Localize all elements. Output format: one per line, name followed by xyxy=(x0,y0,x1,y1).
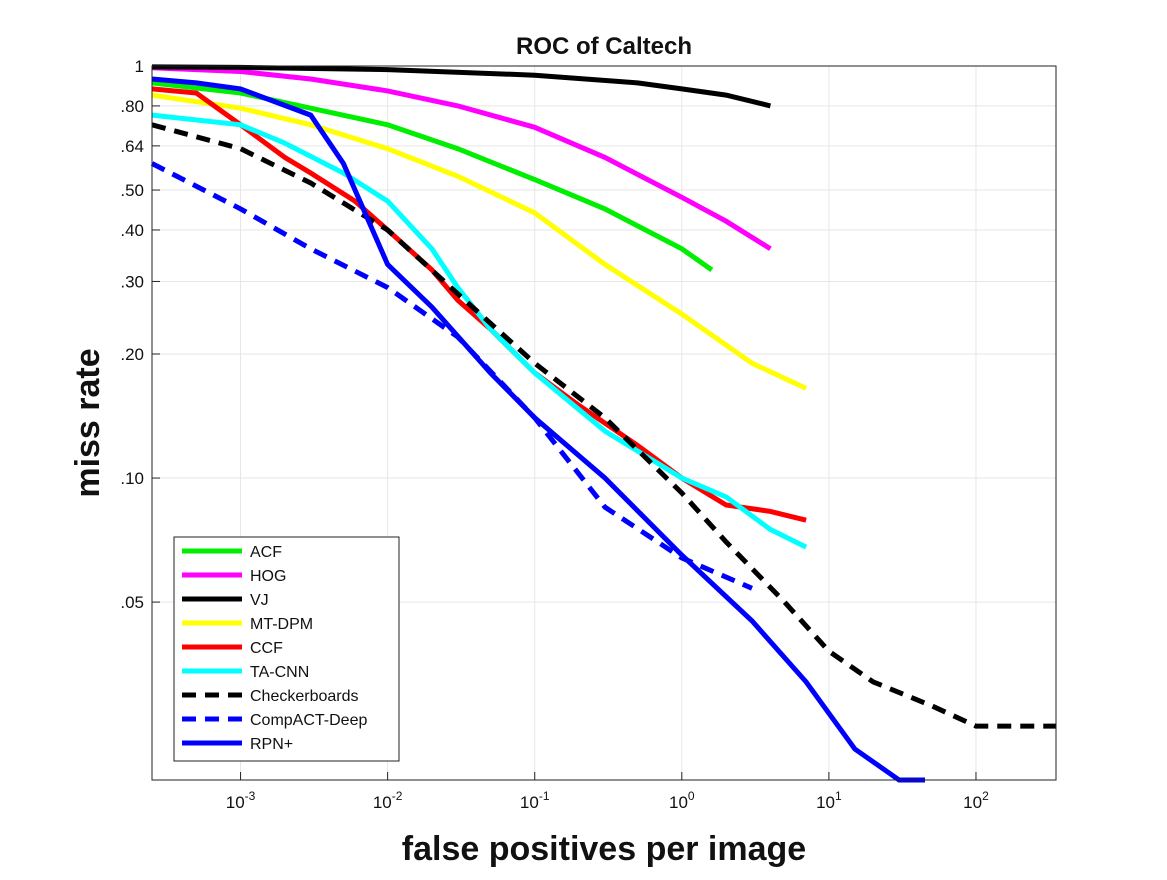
legend-label: MT-DPM xyxy=(250,616,313,633)
legend-label: CompACT-Deep xyxy=(250,712,367,729)
legend-label: RPN+ xyxy=(250,736,293,753)
y-tick-label: .64 xyxy=(120,137,144,156)
x-tick-label: 10-3 xyxy=(226,789,256,812)
x-tick-labels: 10-3 10-2 10-1 100 101 102 xyxy=(226,772,989,812)
y-tick-label: .30 xyxy=(120,272,144,291)
y-tick-label: .05 xyxy=(120,593,144,612)
x-tick-label: 100 xyxy=(669,789,695,812)
legend-label: TA-CNN xyxy=(250,664,309,681)
series-line-vj xyxy=(151,64,771,109)
series-line-compact-deep xyxy=(150,161,753,591)
y-axis-label: miss rate xyxy=(69,348,107,497)
series-line-acf xyxy=(151,80,714,272)
y-tick-labels: 1 .80 .64 .50 .40 .30 .20 .10 .05 xyxy=(120,57,160,612)
x-tick-label: 10-1 xyxy=(520,789,550,812)
y-tick-label: .80 xyxy=(120,97,144,116)
x-axis-label: false positives per image xyxy=(402,830,806,868)
series-line-rpn- xyxy=(151,76,925,783)
legend-label: VJ xyxy=(250,592,269,609)
y-tick-label: .20 xyxy=(120,345,144,364)
series-line-mt-dpm xyxy=(151,92,808,391)
x-tick-label: 102 xyxy=(963,789,989,812)
y-tick-label: 1 xyxy=(135,57,144,76)
x-tick-label: 101 xyxy=(816,789,842,812)
legend-label: Checkerboards xyxy=(250,688,359,705)
x-tick-label: 10-2 xyxy=(373,789,403,812)
chart-title: ROC of Caltech xyxy=(516,33,692,60)
plot-frame xyxy=(151,65,1057,781)
legend: ACF HOG VJ MT-DPM CCF TA-CNN Checkerboards Comp… xyxy=(173,536,400,762)
series-line-checkerboards xyxy=(151,122,1056,729)
legend-label: ACF xyxy=(250,544,282,561)
legend-label: HOG xyxy=(250,568,286,585)
legend-label: CCF xyxy=(250,640,283,657)
y-tick-label: .10 xyxy=(120,469,144,488)
series-line-hog xyxy=(151,65,772,251)
y-tick-label: .40 xyxy=(120,221,144,240)
series-layer xyxy=(150,64,1056,783)
y-tick-label: .50 xyxy=(120,181,144,200)
